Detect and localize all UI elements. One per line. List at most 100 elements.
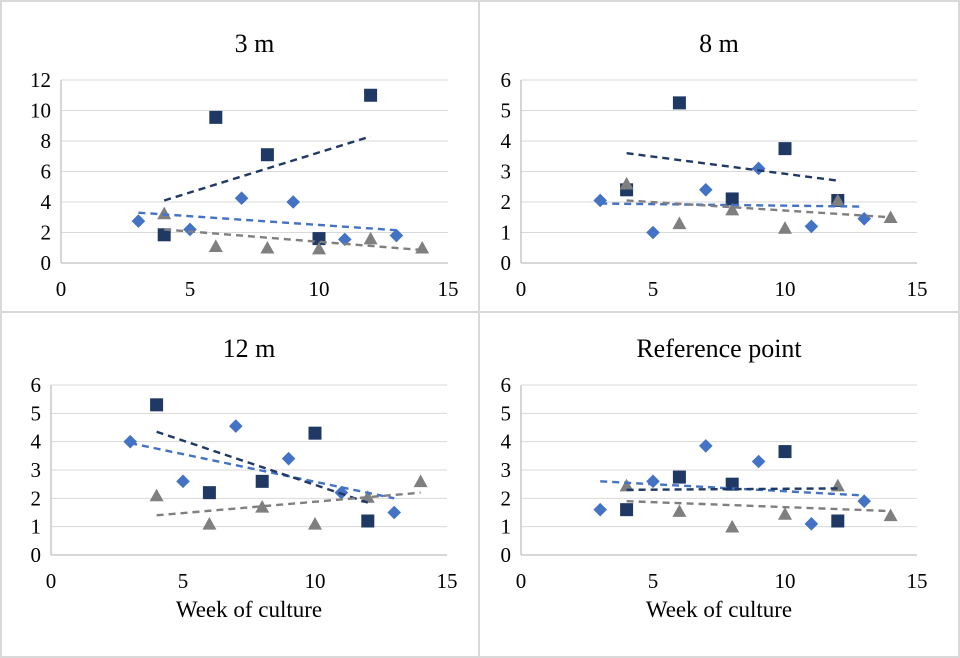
- marker-triangle: [308, 517, 322, 530]
- y-tick-label: 4: [501, 430, 512, 454]
- x-tick-label: 0: [46, 569, 57, 593]
- marker-triangle: [830, 193, 845, 207]
- marker-triangle: [415, 240, 430, 254]
- panel-reference-point: Reference point 0 1 2 3 4 5 6 0 5 10 15 Week of cu…: [480, 313, 958, 656]
- marker-triangle: [672, 504, 687, 517]
- marker-diamond: [281, 451, 296, 466]
- x-tick-label: 0: [516, 569, 527, 593]
- y-tick-label: 0: [501, 543, 512, 567]
- y-tick-label: 3: [501, 458, 512, 482]
- marker-square: [364, 88, 378, 102]
- y-tick-label: 4: [41, 190, 52, 214]
- panel-8m: 8 m 0 1 2 3 4 5 6 0 5 10 15: [480, 2, 958, 313]
- chart-plot-3m: 0 2 4 6 8 10 12 0 5 10 15: [30, 68, 459, 301]
- y-tick-label: 0: [31, 543, 42, 567]
- marker-diamond: [857, 211, 871, 226]
- x-tick-label: 5: [185, 277, 196, 301]
- trendline-gray-triangle: [156, 491, 421, 517]
- marker-triangle: [363, 231, 378, 245]
- marker-square: [725, 192, 739, 206]
- y-tick-label: 10: [30, 99, 51, 123]
- y-tick-label: 5: [31, 401, 42, 425]
- chart-title-12m: 12 m: [222, 334, 276, 363]
- marker-diamond: [699, 183, 713, 197]
- marker-triangle: [725, 202, 740, 216]
- marker-diamond: [699, 439, 713, 453]
- y-tick-label: 6: [41, 160, 52, 184]
- trendline-blue-diamond: [600, 202, 865, 208]
- marker-diamond: [229, 419, 243, 433]
- marker-square: [620, 503, 634, 517]
- x-tick-label: 0: [56, 277, 67, 301]
- marker-diamond: [234, 191, 249, 205]
- y-tick-label: 6: [501, 373, 512, 397]
- marker-triangle: [778, 507, 792, 520]
- chart-plot-reference-point: 0 1 2 3 4 5 6 0 5 10 15: [501, 373, 928, 593]
- y-tick-label: 4: [501, 129, 512, 153]
- marker-square: [255, 474, 269, 488]
- panel-12m: 12 m 0 1 2 3 4 5 6 0 5 10 15 Week of culture: [2, 313, 480, 656]
- y-tick-label: 2: [501, 486, 512, 510]
- marker-triangle: [883, 508, 898, 522]
- x-tick-label: 15: [907, 569, 928, 593]
- y-tick-label: 1: [501, 221, 512, 245]
- marker-triangle: [672, 216, 687, 230]
- chart-title-reference-point: Reference point: [636, 334, 802, 363]
- marker-square: [209, 110, 223, 124]
- x-tick-label: 5: [648, 569, 659, 593]
- marker-square: [150, 398, 164, 412]
- marker-square: [361, 514, 375, 528]
- marker-diamond: [183, 222, 197, 237]
- marker-triangle: [157, 206, 172, 220]
- marker-triangle: [413, 474, 428, 488]
- y-tick-label: 2: [41, 221, 52, 245]
- marker-square: [308, 426, 322, 440]
- marker-square: [260, 148, 274, 162]
- marker-triangle: [778, 221, 792, 234]
- panel-3m: 3 m 0 2 4 6 8 10 12 0 5 10 15: [2, 2, 480, 313]
- trendline-navy-square: [163, 135, 371, 202]
- marker-square: [672, 96, 686, 110]
- x-tick-label: 10: [309, 277, 330, 301]
- y-tick-label: 4: [31, 430, 42, 454]
- x-axis-label-reference-point: Week of culture: [645, 597, 793, 622]
- marker-diamond: [389, 228, 404, 243]
- marker-triangle: [149, 488, 164, 502]
- y-tick-label: 6: [31, 373, 42, 397]
- marker-diamond: [804, 517, 819, 531]
- marker-diamond: [646, 225, 660, 240]
- marker-triangle: [619, 478, 634, 492]
- y-tick-label: 5: [501, 401, 512, 425]
- trendline-blue-diamond: [129, 441, 395, 500]
- marker-diamond: [857, 494, 871, 508]
- y-tick-label: 3: [501, 160, 512, 184]
- marker-diamond: [646, 474, 660, 489]
- x-tick-label: 10: [775, 569, 796, 593]
- y-tick-label: 1: [31, 515, 42, 539]
- x-tick-label: 10: [775, 277, 796, 301]
- x-axis-label-12m: Week of culture: [175, 597, 323, 622]
- marker-triangle: [619, 176, 634, 190]
- y-tick-label: 8: [41, 129, 52, 153]
- y-tick-label: 3: [31, 458, 42, 482]
- marker-triangle: [360, 490, 375, 503]
- marker-diamond: [804, 219, 819, 234]
- marker-square: [778, 445, 792, 459]
- y-tick-label: 1: [501, 515, 512, 539]
- marker-diamond: [176, 474, 190, 489]
- x-tick-label: 15: [437, 569, 458, 593]
- y-tick-label: 6: [501, 68, 512, 92]
- marker-diamond: [593, 193, 607, 208]
- chart-title-8m: 8 m: [699, 29, 739, 58]
- marker-triangle: [202, 517, 217, 530]
- marker-triangle: [312, 241, 326, 255]
- x-tick-label: 5: [178, 569, 189, 593]
- x-tick-label: 0: [516, 277, 527, 301]
- marker-triangle: [725, 519, 740, 533]
- chart-plot-8m: 0 1 2 3 4 5 6 0 5 10 15: [501, 68, 928, 301]
- marker-diamond: [123, 434, 137, 449]
- y-tick-label: 0: [501, 251, 512, 275]
- trendline-blue-diamond: [600, 480, 865, 497]
- marker-square: [202, 486, 216, 500]
